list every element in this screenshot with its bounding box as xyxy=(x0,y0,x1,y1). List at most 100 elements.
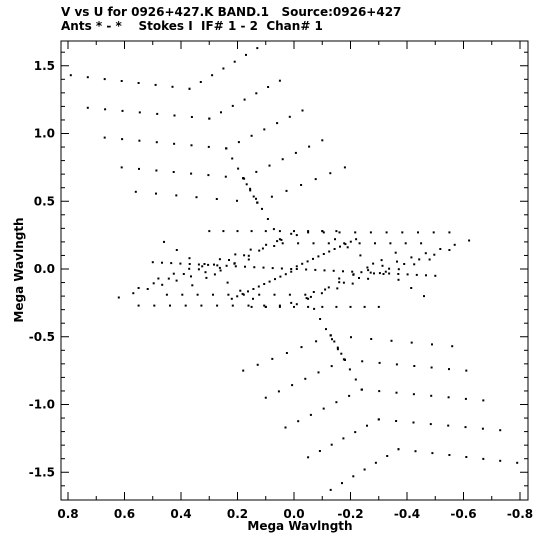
uv-point xyxy=(152,282,155,285)
uv-point xyxy=(199,81,202,83)
uv-point xyxy=(396,260,398,263)
uv-point xyxy=(121,138,124,141)
uv-point xyxy=(464,397,467,400)
uv-point xyxy=(290,301,293,304)
uv-point xyxy=(220,111,222,114)
uv-point xyxy=(211,74,214,77)
uv-point xyxy=(395,420,398,422)
uv-point xyxy=(417,231,419,234)
uv-point xyxy=(352,475,355,478)
x-axis-title: Mega Wavlngth xyxy=(247,519,352,533)
uv-point xyxy=(346,246,349,249)
uv-point xyxy=(86,106,89,109)
uv-point xyxy=(69,74,72,77)
x-tick-label: 0.2 xyxy=(227,507,248,521)
uv-point xyxy=(213,273,216,276)
uv-point xyxy=(348,368,351,371)
uv-point xyxy=(317,255,320,258)
uv-point xyxy=(312,291,315,293)
y-tick-label: -1.0 xyxy=(29,398,55,412)
x-tick-label: -0.4 xyxy=(394,507,420,521)
x-tick-label: 0.4 xyxy=(170,507,191,521)
uv-point xyxy=(243,98,246,101)
uv-point xyxy=(151,261,154,264)
uv-point xyxy=(188,263,191,265)
uv-point xyxy=(154,83,157,86)
uv-point xyxy=(86,76,89,79)
y-axis-title: Mega Wavlngth xyxy=(12,217,26,322)
uv-point xyxy=(344,243,347,246)
uv-point xyxy=(432,231,435,234)
uv-point xyxy=(366,266,369,269)
uv-point xyxy=(255,170,258,173)
uv-point xyxy=(342,281,345,284)
uv-point xyxy=(397,268,400,271)
uv-point xyxy=(175,249,178,251)
uv-point xyxy=(228,259,230,261)
uv-point xyxy=(338,231,341,234)
uv-point xyxy=(138,167,140,170)
uv-point xyxy=(322,407,325,410)
x-axis-ticks: 0.8 0.6 0.4 0.2 0.0 -0.2 -0.4 -0.6 -0.8 xyxy=(57,41,533,521)
uv-point xyxy=(146,288,149,290)
uv-point xyxy=(355,238,358,241)
uv-point xyxy=(319,318,322,320)
uv-point xyxy=(380,259,383,262)
plot-frame xyxy=(60,40,529,501)
uv-point xyxy=(309,295,312,298)
uv-point xyxy=(253,266,256,269)
uv-point xyxy=(137,304,140,307)
uv-point xyxy=(297,242,300,245)
x-tick-label: 0.0 xyxy=(283,507,304,521)
uv-point xyxy=(329,488,332,491)
uv-point xyxy=(378,272,381,275)
uv-point xyxy=(167,277,170,280)
uv-point xyxy=(351,282,354,285)
uv-point xyxy=(165,293,168,296)
uv-point xyxy=(191,284,194,287)
uv-point xyxy=(412,421,415,424)
uv-point xyxy=(290,270,293,273)
uv-point xyxy=(312,257,314,260)
uv-point xyxy=(330,365,333,368)
uv-point xyxy=(201,265,204,268)
uv-point xyxy=(173,142,176,145)
uv-point xyxy=(307,231,310,234)
y-tick-label: 0.0 xyxy=(34,262,55,276)
uv-point xyxy=(384,270,387,273)
uv-point xyxy=(170,262,173,265)
uv-point xyxy=(268,164,271,167)
uv-point xyxy=(388,272,391,275)
uv-point xyxy=(262,266,265,269)
uv-point xyxy=(329,172,332,175)
uv-point xyxy=(327,242,330,245)
uv-point xyxy=(250,230,253,233)
uv-point xyxy=(241,292,244,295)
uv-point xyxy=(258,293,261,296)
uv-point xyxy=(218,258,221,261)
uv-point xyxy=(377,305,380,308)
x-tick-label: 0.8 xyxy=(57,507,78,521)
uv-point xyxy=(321,230,324,233)
uv-point xyxy=(321,305,324,308)
uv-point xyxy=(279,275,282,278)
x-tick-label: 0.6 xyxy=(114,507,135,521)
uv-point xyxy=(276,240,279,243)
uv-point xyxy=(222,230,225,233)
uv-point xyxy=(339,245,341,248)
uv-point xyxy=(430,366,433,369)
uv-point xyxy=(243,254,246,257)
uv-point xyxy=(290,268,293,270)
uv-point xyxy=(261,207,263,210)
uv-point xyxy=(281,158,284,161)
uv-point xyxy=(278,305,281,308)
uv-point xyxy=(359,254,362,257)
uv-point xyxy=(138,111,141,114)
uv-point xyxy=(317,371,320,374)
uv-point xyxy=(397,273,400,275)
uv-point xyxy=(332,269,335,272)
uv-point xyxy=(247,254,250,257)
uv-point xyxy=(137,287,140,289)
uv-point xyxy=(410,256,413,259)
uv-point xyxy=(249,189,252,192)
